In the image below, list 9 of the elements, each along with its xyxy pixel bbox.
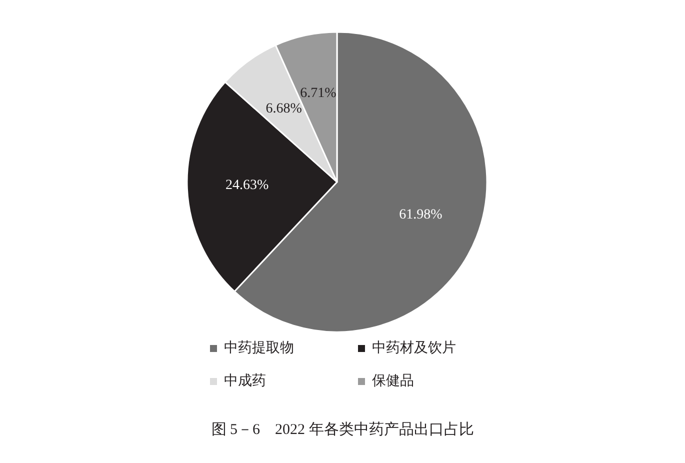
legend-label: 中药提取物 — [224, 340, 294, 356]
legend-label: 中成药 — [224, 373, 266, 390]
data-label: 24.63% — [226, 178, 269, 194]
data-label: 6.71% — [300, 86, 337, 102]
data-label: 6.68% — [266, 102, 302, 117]
legend-label: 保健品 — [372, 373, 414, 390]
text: 图 5－6 2022 年各类中药产品出口占比 — [211, 421, 474, 438]
data-label: 61.98% — [399, 207, 443, 222]
legend-label: 中药材及饮片 — [372, 340, 456, 356]
